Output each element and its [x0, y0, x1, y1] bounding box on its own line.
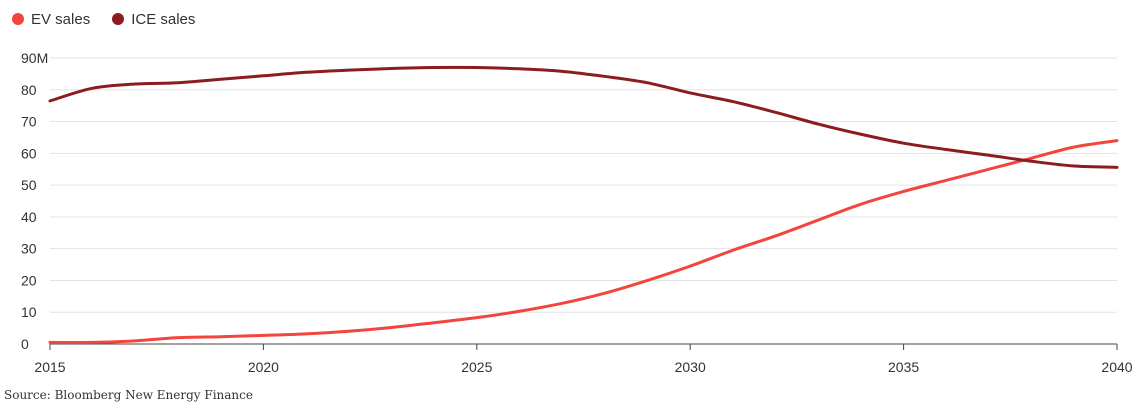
y-tick-label-80: 80: [21, 82, 37, 98]
series-line-ice-sales: [48, 65, 1119, 169]
data-point-ev-sales-2039: [1073, 145, 1076, 148]
legend-item-ice: ICE sales: [112, 11, 195, 28]
series-lines: [48, 65, 1119, 345]
data-point-ev-sales-2026: [518, 310, 521, 313]
data-point-ev-sales-2020: [262, 334, 265, 337]
x-tick-label-2020: 2020: [248, 359, 279, 375]
data-point-ev-sales-2030: [689, 265, 692, 268]
data-point-ice-sales-2024: [433, 66, 436, 69]
y-tick-label-50: 50: [21, 177, 37, 193]
x-tick-label-2025: 2025: [461, 359, 492, 375]
data-point-ev-sales-2029: [646, 279, 649, 282]
data-point-ice-sales-2031: [731, 100, 734, 103]
y-tick-label-40: 40: [21, 209, 37, 225]
data-point-ev-sales-2033: [817, 219, 820, 222]
data-point-ice-sales-2023: [390, 67, 393, 70]
data-point-ev-sales-2032: [774, 234, 777, 237]
data-point-ice-sales-2030: [689, 91, 692, 94]
data-point-ice-sales-2034: [859, 133, 862, 136]
data-point-ice-sales-2018: [177, 81, 180, 84]
data-point-ice-sales-2033: [817, 123, 820, 126]
data-point-ev-sales-2017: [134, 339, 137, 342]
chart-legend: EV sales ICE sales: [12, 8, 195, 30]
data-point-ice-sales-2025: [475, 66, 478, 69]
data-point-ice-sales-2029: [646, 81, 649, 84]
data-point-ice-sales-2036: [945, 148, 948, 151]
data-point-ev-sales-2036: [945, 179, 948, 182]
data-point-ev-sales-2016: [91, 341, 94, 344]
legend-label-ev: EV sales: [31, 10, 91, 28]
y-tick-label-0: 0: [21, 336, 29, 352]
data-point-ice-sales-2040: [1116, 166, 1119, 169]
data-point-ev-sales-2027: [561, 302, 564, 305]
data-point-ice-sales-2035: [902, 142, 905, 145]
legend-label-ice: ICE sales: [131, 10, 196, 28]
data-point-ev-sales-2028: [603, 292, 606, 295]
data-point-ev-sales-2037: [987, 168, 990, 171]
y-tick-label-30: 30: [21, 241, 37, 257]
x-tick-label-2040: 2040: [1101, 359, 1132, 375]
data-point-ice-sales-2027: [561, 70, 564, 73]
x-tick-label-2030: 2030: [675, 359, 706, 375]
data-point-ice-sales-2015: [49, 99, 52, 102]
axes: [49, 343, 1118, 350]
data-point-ev-sales-2038: [1030, 157, 1033, 160]
data-point-ev-sales-2035: [902, 190, 905, 193]
data-point-ice-sales-2037: [987, 154, 990, 157]
data-point-ev-sales-2031: [731, 249, 734, 252]
y-tick-label-90: 90M: [21, 50, 48, 66]
y-tick-label-70: 70: [21, 114, 37, 130]
data-point-ev-sales-2015: [49, 341, 52, 344]
x-tick-label-2015: 2015: [34, 359, 65, 375]
y-tick-label-20: 20: [21, 272, 37, 288]
data-point-ev-sales-2024: [433, 321, 436, 324]
data-point-ev-sales-2022: [347, 330, 350, 333]
source-note: Source: Bloomberg New Energy Finance: [4, 388, 253, 402]
y-tick-label-60: 60: [21, 145, 37, 161]
data-point-ice-sales-2039: [1073, 165, 1076, 168]
data-point-ice-sales-2038: [1030, 160, 1033, 163]
data-point-ice-sales-2028: [603, 75, 606, 78]
data-point-ice-sales-2016: [91, 87, 94, 90]
data-point-ev-sales-2040: [1116, 139, 1119, 142]
data-point-ice-sales-2019: [219, 78, 222, 81]
data-point-ev-sales-2021: [305, 332, 308, 335]
data-point-ice-sales-2026: [518, 67, 521, 70]
legend-swatch-ice: [112, 13, 125, 25]
data-point-ev-sales-2023: [390, 326, 393, 329]
gridlines: [50, 57, 1117, 313]
legend-swatch-ev: [12, 13, 24, 25]
data-point-ice-sales-2021: [305, 71, 308, 74]
legend-item-ev: EV sales: [12, 11, 90, 28]
data-point-ev-sales-2025: [475, 316, 478, 319]
data-point-ice-sales-2017: [134, 83, 137, 86]
data-point-ev-sales-2019: [219, 335, 222, 338]
data-point-ev-sales-2034: [859, 203, 862, 206]
data-point-ev-sales-2018: [177, 336, 180, 339]
x-tick-label-2035: 2035: [888, 359, 919, 375]
data-point-ice-sales-2022: [347, 69, 350, 72]
y-tick-label-10: 10: [21, 304, 37, 320]
series-line-ev-sales: [48, 139, 1119, 345]
data-point-ice-sales-2032: [774, 111, 777, 114]
data-point-ice-sales-2020: [262, 74, 265, 77]
